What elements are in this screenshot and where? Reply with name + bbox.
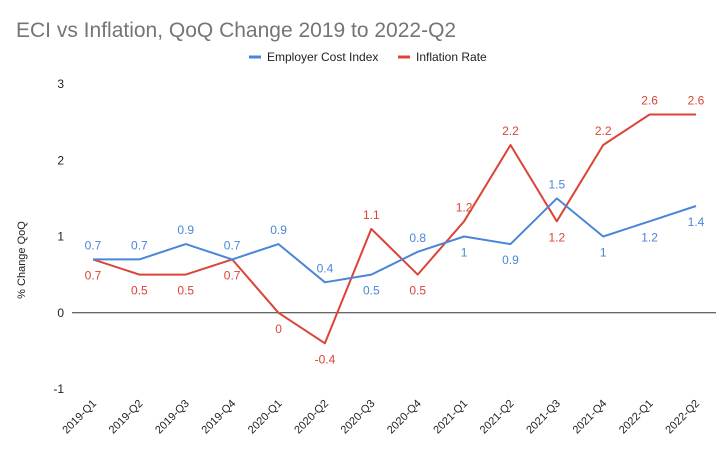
y-tick-label: 1	[57, 230, 64, 244]
data-label: 1.1	[363, 208, 380, 222]
x-tick-label: 2019-Q3	[153, 398, 192, 437]
data-label: 0.5	[177, 284, 194, 298]
x-tick-label: 2020-Q4	[385, 398, 424, 437]
chart-title: ECI vs Inflation, QoQ Change 2019 to 202…	[16, 19, 456, 42]
x-tick-label: 2020-Q3	[339, 398, 378, 437]
x-tick-label: 2019-Q4	[200, 398, 239, 437]
data-label: 1.5	[549, 177, 566, 191]
x-tick-label: 2021-Q1	[431, 398, 470, 437]
data-label: 0.4	[317, 261, 334, 275]
series-line-employer-cost-index	[93, 197, 697, 284]
x-tick-label: 2022-Q2	[663, 398, 702, 437]
data-label: 0.9	[270, 223, 287, 237]
x-axis: 2019-Q1 2019-Q2 2019-Q3 2019-Q4 2020-Q1 2020-…	[60, 398, 702, 437]
data-labels: 0.7 0.7 0.9 0.7 0.9 0.4 0.5 0.8 1 0.9 1.5 1 1.2 1.4 0.…	[85, 94, 705, 367]
legend: Employer Cost Index Inflation Rate	[249, 50, 487, 64]
x-tick-label: 2021-Q4	[571, 398, 610, 437]
y-tick-label: 3	[57, 77, 64, 91]
series-lines	[92, 113, 697, 345]
data-label: 2.6	[641, 94, 658, 108]
data-label: 1.2	[549, 230, 566, 244]
x-tick-label: 2021-Q2	[478, 398, 517, 437]
data-label: 0.7	[224, 268, 241, 282]
x-tick-label: 2019-Q1	[60, 398, 99, 437]
data-label: 0.7	[131, 238, 148, 252]
data-label: 0.8	[409, 231, 426, 245]
data-label: 2.2	[595, 124, 612, 138]
data-label: 1.4	[688, 215, 705, 229]
data-label: 0.5	[363, 284, 380, 298]
data-label: 1.2	[456, 200, 473, 214]
data-label: -0.4	[315, 352, 336, 366]
y-axis: -1 0 1 2 3	[53, 77, 64, 396]
legend-label: Employer Cost Index	[267, 50, 378, 64]
x-tick-label: 2020-Q1	[246, 398, 285, 437]
data-label: 1.2	[641, 230, 658, 244]
x-tick-label: 2022-Q1	[617, 398, 656, 437]
data-label: 0	[275, 322, 282, 336]
y-tick-label: -1	[53, 382, 64, 396]
y-tick-label: 0	[57, 306, 64, 320]
data-label: 0.7	[224, 238, 241, 252]
y-axis-label: % Change QoQ	[16, 221, 28, 299]
x-tick-label: 2019-Q2	[107, 398, 146, 437]
x-tick-label: 2021-Q3	[524, 398, 563, 437]
x-tick-label: 2020-Q2	[292, 398, 331, 437]
data-label: 1	[600, 246, 607, 260]
data-label: 2.6	[688, 94, 705, 108]
series-line-inflation-rate	[92, 113, 696, 345]
data-label: 0.5	[131, 284, 148, 298]
data-label: 1	[461, 246, 468, 260]
data-label: 0.9	[177, 223, 194, 237]
data-label: 0.9	[502, 253, 519, 267]
y-tick-label: 2	[57, 153, 64, 167]
data-label: 0.5	[409, 284, 426, 298]
data-label: 0.7	[85, 238, 102, 252]
data-label: 0.7	[85, 268, 102, 282]
data-label: 2.2	[502, 124, 519, 138]
legend-label: Inflation Rate	[416, 50, 487, 64]
